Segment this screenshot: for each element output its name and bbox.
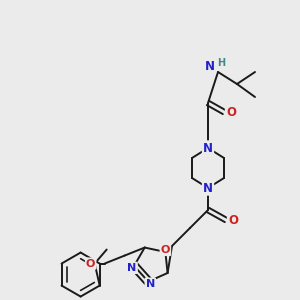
Text: O: O <box>228 214 238 226</box>
Text: O: O <box>161 245 170 255</box>
Text: N: N <box>203 142 213 154</box>
Text: N: N <box>146 279 155 289</box>
Text: O: O <box>226 106 236 118</box>
Text: O: O <box>86 259 95 269</box>
Text: H: H <box>217 58 225 68</box>
Text: N: N <box>203 182 213 194</box>
Text: N: N <box>205 61 215 74</box>
Text: N: N <box>128 263 137 273</box>
